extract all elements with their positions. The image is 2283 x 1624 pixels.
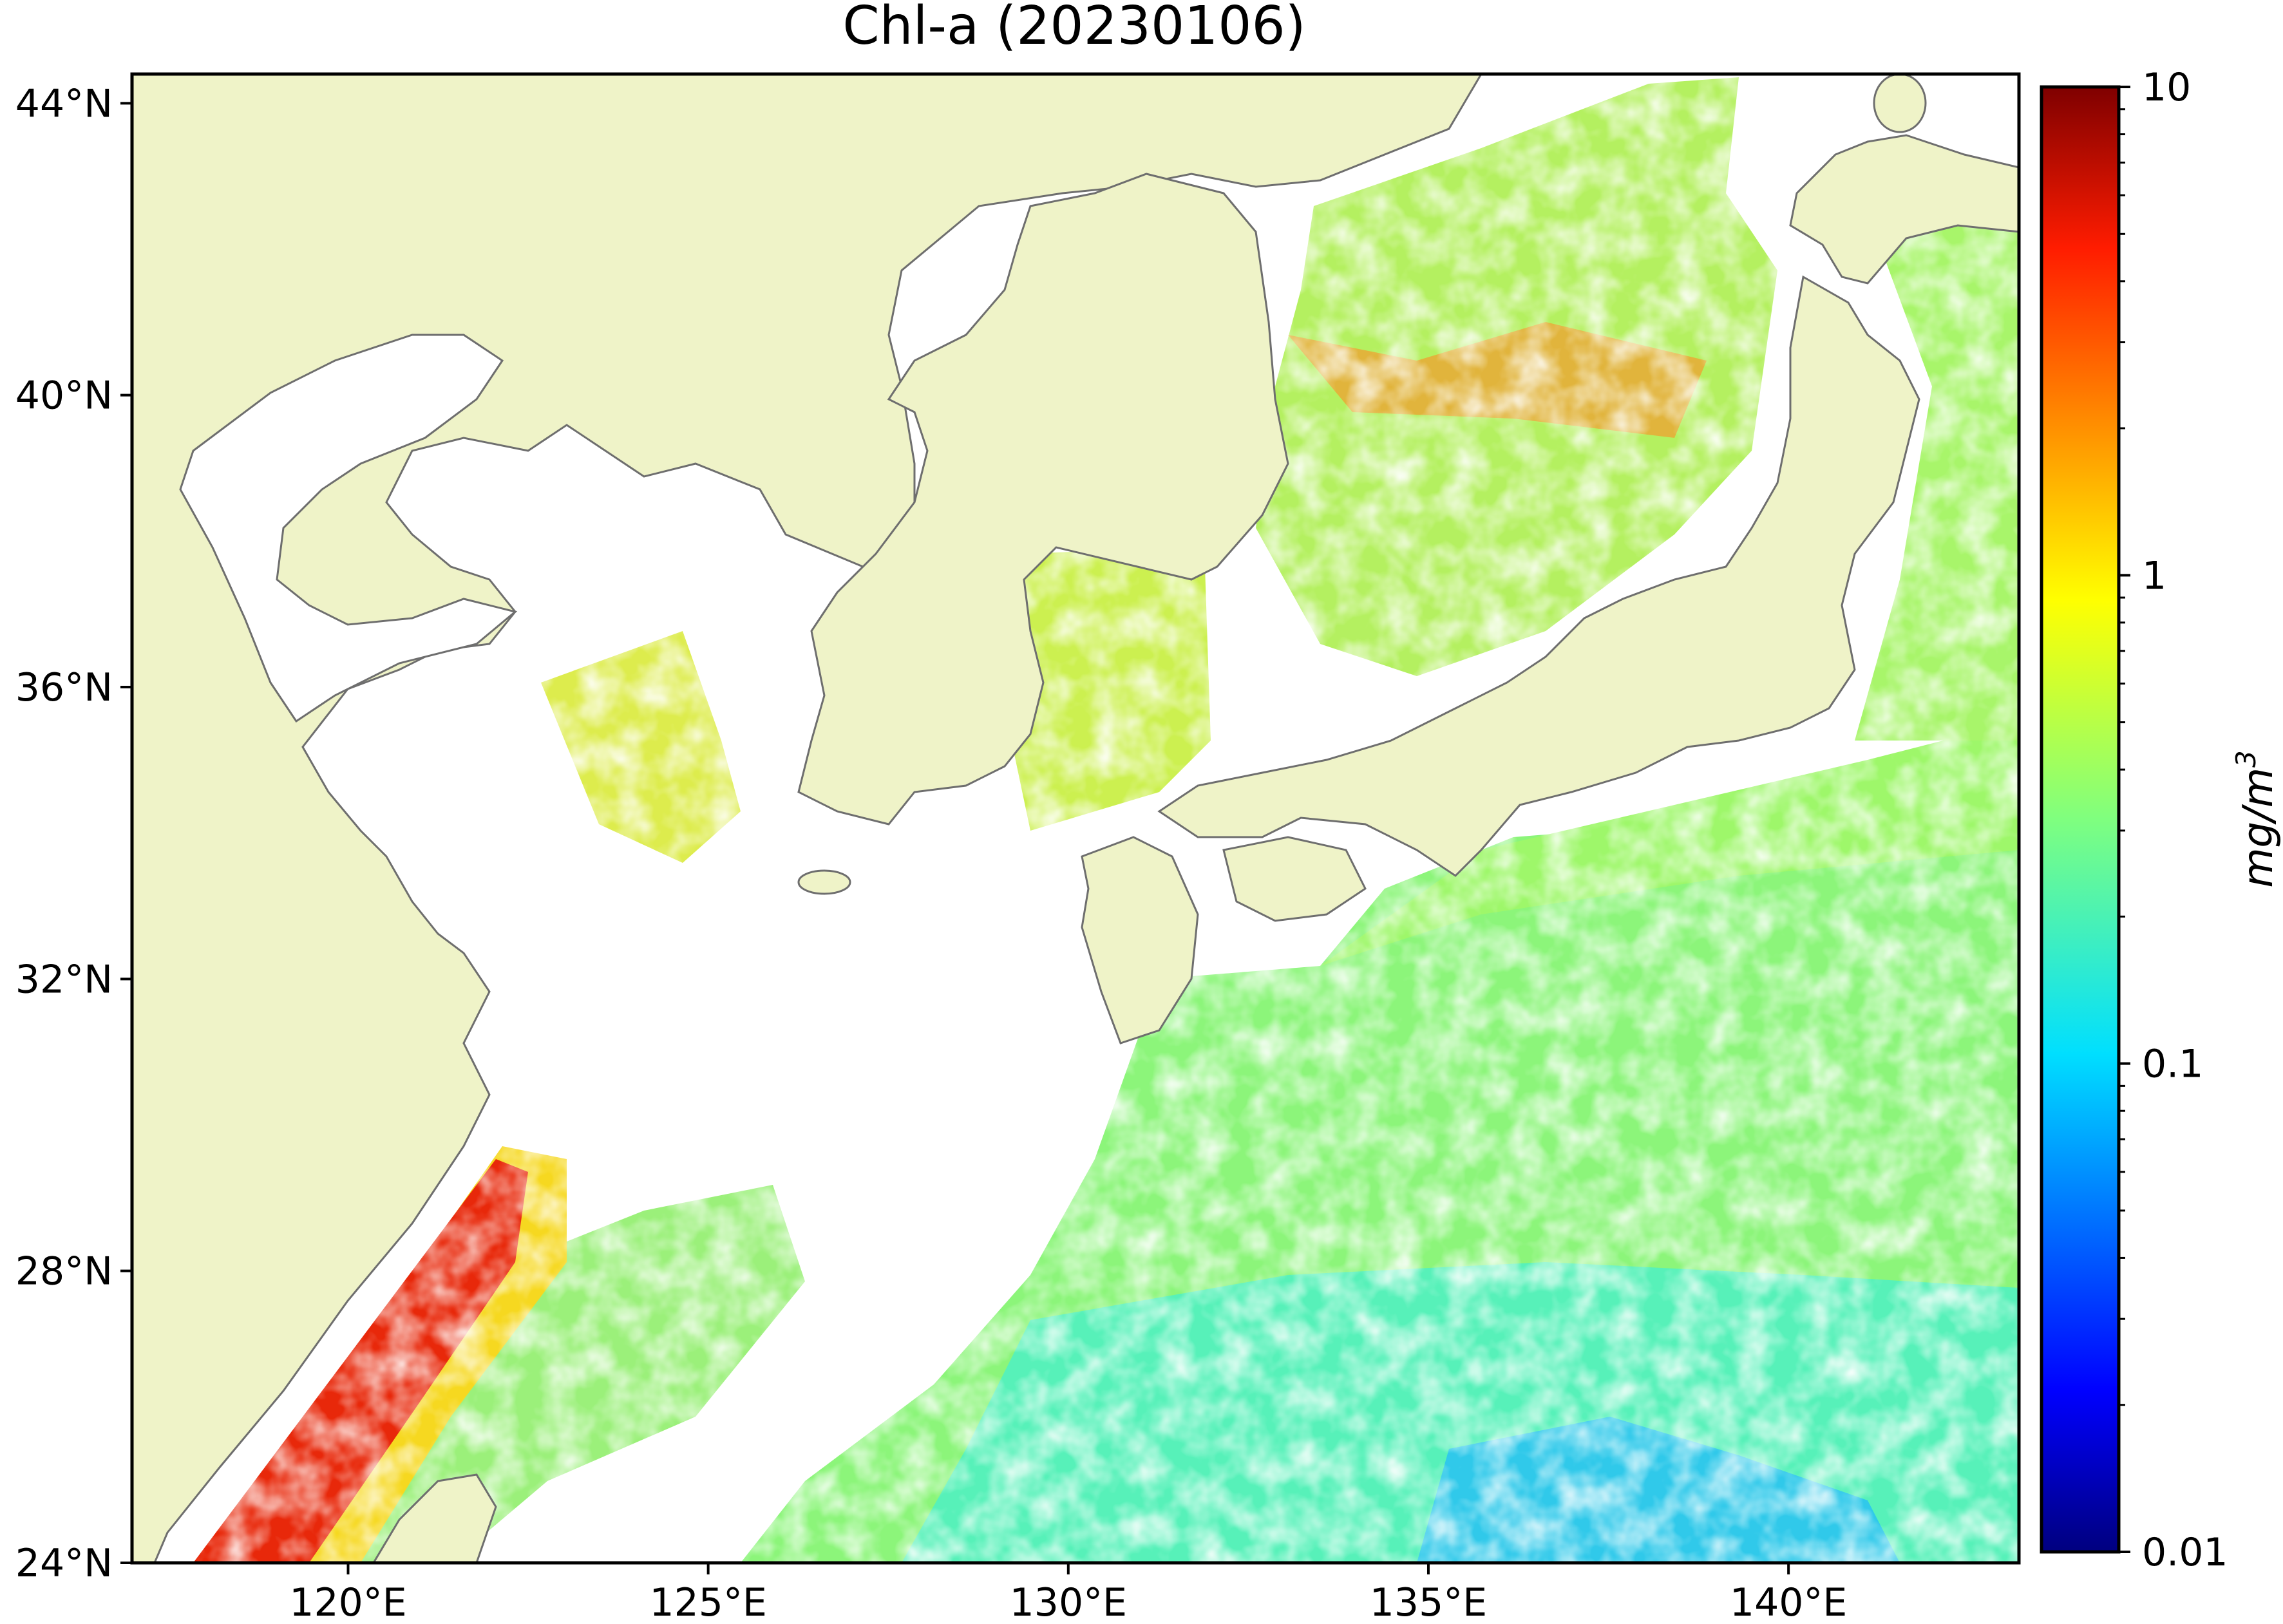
- colorbar-tick-label: 0.01: [2142, 1530, 2228, 1575]
- colorbar-label: mg/m3: [2230, 750, 2282, 888]
- colorbar-ticks: 10 1 0.1 0.01: [2119, 65, 2228, 1575]
- chart-title: Chl-a (20230106): [842, 0, 1305, 57]
- colorbar-tick-label: 0.1: [2142, 1042, 2203, 1087]
- chlorophyll-field: [132, 74, 2019, 1563]
- y-axis: 24°N 28°N 32°N 36°N 40°N 44°N: [15, 81, 132, 1586]
- taiwan: [372, 1473, 497, 1563]
- x-tick-label: 125°E: [649, 1580, 766, 1624]
- colorbar: 10 1 0.1 0.01 mg/m3: [2040, 65, 2282, 1575]
- liaodong-bay-water: [179, 334, 518, 723]
- colorbar-gradient: [2041, 87, 2119, 1552]
- y-tick-label: 40°N: [15, 373, 113, 419]
- japan-kyushu: [1081, 836, 1199, 1044]
- map-area: [132, 74, 2019, 1563]
- colorbar-tick-label: 1: [2142, 553, 2166, 598]
- y-tick-label: 32°N: [15, 957, 113, 1002]
- japan-hokkaido: [1789, 134, 2019, 285]
- colorbar-frame: [2040, 85, 2121, 1554]
- land: [132, 74, 2019, 1563]
- y-tick-label: 24°N: [15, 1541, 113, 1586]
- colorbar-tick-label: 10: [2142, 65, 2191, 110]
- colorbar-label-exponent: 3: [2230, 750, 2262, 768]
- x-tick-label: 140°E: [1730, 1580, 1847, 1624]
- china-mainland: [132, 74, 1483, 1563]
- x-tick-label: 130°E: [1010, 1580, 1127, 1624]
- sakhalin-tip: [1873, 74, 1927, 133]
- jeju-island: [797, 869, 851, 895]
- japan-honshu: [1157, 275, 1920, 877]
- y-tick-label: 44°N: [15, 81, 113, 126]
- y-tick-label: 36°N: [15, 665, 113, 710]
- plot-frame: [130, 72, 2021, 1565]
- x-axis: 120°E 125°E 130°E 135°E 140°E: [289, 1563, 1847, 1624]
- x-tick-label: 135°E: [1370, 1580, 1487, 1624]
- x-tick-label: 120°E: [289, 1580, 406, 1624]
- y-tick-label: 28°N: [15, 1249, 113, 1294]
- japan-shikoku: [1222, 836, 1367, 922]
- korea-peninsula: [797, 173, 1289, 826]
